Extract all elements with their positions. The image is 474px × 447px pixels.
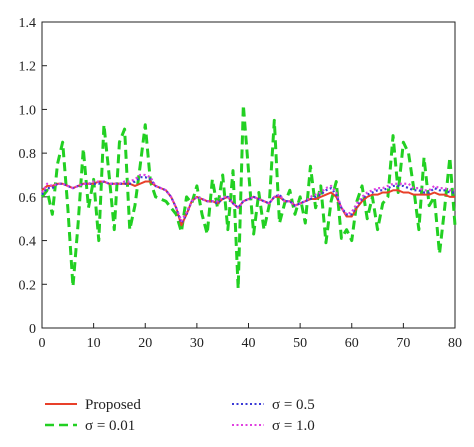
- legend-label-2: σ = 0.5: [272, 397, 315, 413]
- series-line-1: [40, 103, 457, 291]
- legend-label-3: σ = 1.0: [272, 418, 315, 434]
- x-tick-label: 20: [138, 336, 152, 351]
- y-tick-label: 0.8: [19, 147, 37, 162]
- y-tick-label: 1.4: [19, 16, 37, 31]
- x-tick-label: 60: [345, 336, 359, 351]
- axis-ticks: 0 10 20 30 40 50 60 70 80 0 0.2 0.4 0.6 0.8 1.0 1.2 1.4: [19, 16, 463, 351]
- series-line-0: [41, 180, 455, 227]
- x-tick-label: 30: [190, 336, 204, 351]
- y-tick-label: 0.6: [19, 191, 37, 206]
- x-tick-label: 50: [293, 336, 307, 351]
- x-tick-label: 0: [39, 336, 46, 351]
- x-tick-label: 10: [87, 336, 101, 351]
- y-tick-label: 1.2: [19, 60, 37, 75]
- legend: Proposed σ = 0.01 σ = 0.5 σ = 1.0: [45, 397, 315, 434]
- y-tick-label: 1.0: [19, 103, 37, 118]
- series-line-3: [41, 173, 455, 222]
- legend-label-0: Proposed: [85, 397, 141, 413]
- y-tick-label: 0: [29, 322, 36, 337]
- y-tick-label: 0.4: [19, 235, 37, 250]
- x-tick-label: 80: [448, 336, 462, 351]
- series-lines: [40, 103, 457, 291]
- plot-frame: [41, 21, 456, 329]
- y-tick-label: 0.2: [19, 278, 37, 293]
- series-line-2: [41, 176, 455, 225]
- legend-label-1: σ = 0.01: [85, 418, 135, 434]
- x-tick-label: 70: [396, 336, 410, 351]
- x-tick-label: 40: [242, 336, 256, 351]
